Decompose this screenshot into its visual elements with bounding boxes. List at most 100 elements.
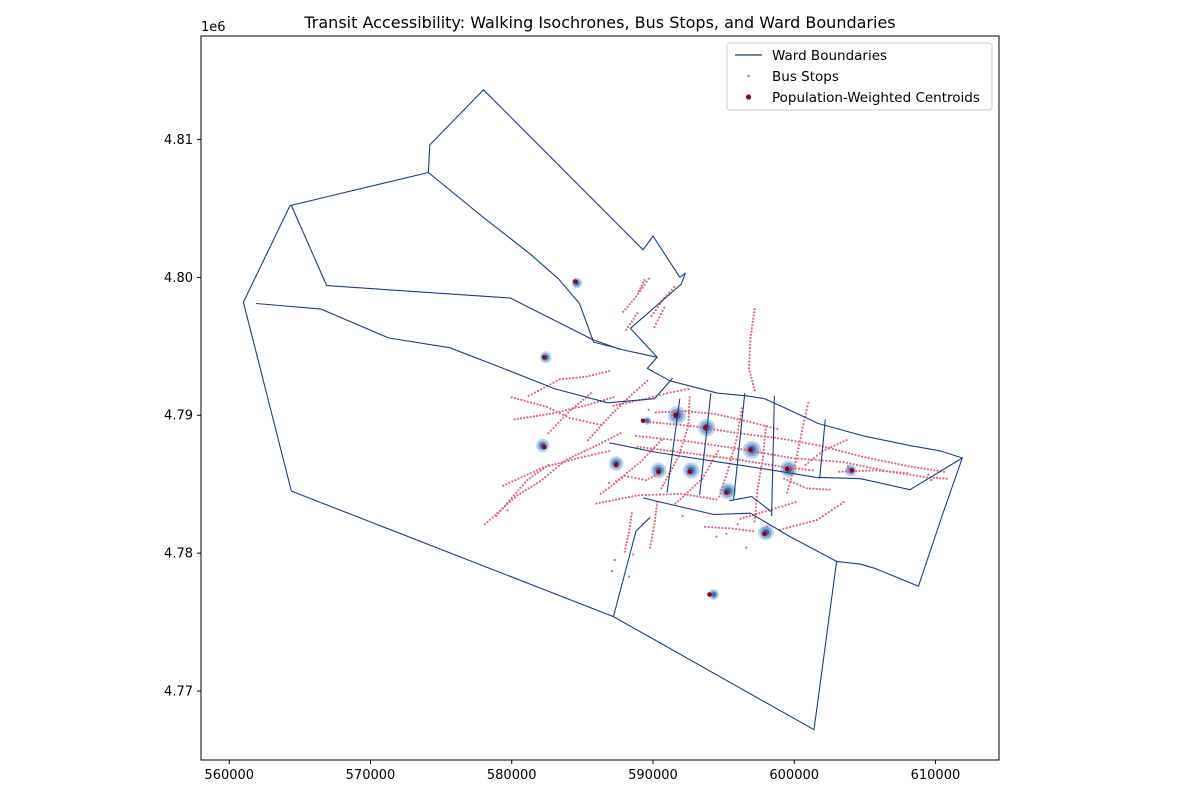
bus-stop bbox=[855, 463, 859, 466]
bus-stop bbox=[762, 455, 765, 458]
bus-stop bbox=[605, 500, 608, 503]
bus-stop bbox=[718, 495, 721, 498]
bus-stop bbox=[517, 398, 520, 401]
bus-stop bbox=[790, 474, 793, 477]
bus-stop bbox=[887, 461, 890, 464]
y-axis-offset-label: 1e6 bbox=[201, 20, 226, 35]
bus-stop bbox=[740, 407, 744, 410]
x-tick-label: 610000 bbox=[911, 768, 961, 783]
bus-stop bbox=[748, 363, 751, 367]
bus-stop bbox=[739, 414, 742, 417]
bus-stop bbox=[763, 435, 767, 438]
bus-stop bbox=[839, 503, 842, 506]
bus-stop bbox=[686, 491, 689, 494]
bus-stop bbox=[637, 290, 640, 293]
bus-stop bbox=[656, 448, 659, 451]
bus-stop bbox=[652, 421, 655, 424]
bus-stop bbox=[558, 378, 561, 381]
bus-stop bbox=[636, 463, 639, 466]
bus-stop bbox=[762, 424, 765, 427]
bus-stop bbox=[674, 410, 677, 413]
bus-stop bbox=[749, 340, 752, 343]
bus-stop bbox=[548, 412, 552, 415]
bus-stop bbox=[818, 444, 821, 447]
bus-stop bbox=[774, 464, 777, 467]
bus-stop bbox=[605, 419, 608, 422]
bus-stop bbox=[595, 502, 598, 505]
bus-stop bbox=[568, 408, 571, 411]
bus-stop bbox=[654, 411, 657, 414]
bus-stop bbox=[764, 425, 768, 428]
bus-stop bbox=[746, 433, 749, 436]
bus-stop bbox=[697, 441, 700, 444]
bus-stop bbox=[568, 456, 571, 460]
bus-stop bbox=[519, 492, 522, 495]
bus-stop bbox=[729, 431, 733, 434]
bus-stop bbox=[864, 456, 867, 459]
bus-stop bbox=[676, 492, 679, 496]
bus-stop bbox=[723, 479, 726, 482]
bus-stop bbox=[763, 442, 766, 445]
bus-stop bbox=[685, 431, 688, 435]
bus-stop bbox=[899, 471, 902, 474]
bus-stop bbox=[654, 510, 658, 513]
bus-stop bbox=[502, 484, 505, 487]
bus-stop bbox=[578, 419, 582, 422]
bus-stop bbox=[624, 496, 627, 499]
bus-stop bbox=[627, 575, 631, 578]
bus-stop bbox=[658, 393, 662, 397]
bus-stop bbox=[659, 448, 662, 451]
bus-stop bbox=[622, 310, 625, 313]
bus-stop bbox=[902, 471, 905, 474]
bus-stop bbox=[802, 423, 805, 426]
bus-stop bbox=[626, 325, 630, 329]
bus-stop bbox=[523, 481, 527, 484]
bus-stop bbox=[833, 507, 836, 510]
bus-stop bbox=[800, 433, 803, 436]
bus-stop bbox=[781, 465, 784, 468]
bus-stop bbox=[849, 462, 852, 465]
bus-stop bbox=[575, 376, 578, 379]
bus-stop bbox=[592, 445, 595, 449]
bus-stop bbox=[680, 492, 683, 495]
bus-stop bbox=[611, 499, 614, 502]
bus-stop bbox=[533, 402, 536, 405]
bus-stop bbox=[723, 445, 726, 448]
bus-stop bbox=[764, 510, 767, 513]
bus-stop bbox=[741, 528, 745, 532]
population-weighted-centroid bbox=[541, 355, 547, 360]
bus-stop bbox=[825, 446, 828, 449]
bus-stop bbox=[906, 472, 909, 475]
bus-stop bbox=[825, 459, 828, 462]
bus-stop bbox=[841, 470, 844, 473]
bus-stop bbox=[777, 437, 780, 440]
bus-stop bbox=[748, 514, 752, 518]
bus-stop bbox=[554, 463, 557, 466]
bus-stop bbox=[580, 451, 583, 454]
bus-stop bbox=[671, 410, 674, 413]
bus-stop bbox=[666, 438, 669, 441]
bus-stop bbox=[598, 443, 601, 446]
bus-stop bbox=[572, 376, 575, 380]
bus-stop bbox=[508, 499, 511, 502]
bus-stop bbox=[725, 532, 728, 535]
bus-stop bbox=[795, 457, 798, 460]
bus-stop bbox=[572, 417, 575, 420]
bus-stop bbox=[787, 488, 790, 491]
bus-stop bbox=[650, 314, 653, 317]
bus-stop bbox=[752, 421, 755, 425]
bus-stop bbox=[739, 517, 742, 520]
bus-stop bbox=[686, 428, 689, 431]
population-weighted-centroid bbox=[702, 425, 708, 430]
bus-stop bbox=[759, 468, 763, 471]
bus-stop bbox=[611, 411, 615, 414]
bus-stop bbox=[575, 418, 578, 421]
bus-stop bbox=[601, 441, 604, 444]
bus-stop bbox=[797, 457, 800, 460]
bus-stop bbox=[647, 277, 650, 280]
bus-stop bbox=[629, 518, 632, 521]
bus-stop bbox=[745, 459, 748, 463]
bus-stop bbox=[650, 539, 653, 543]
bus-stop bbox=[648, 451, 651, 454]
bus-stop bbox=[533, 391, 537, 394]
